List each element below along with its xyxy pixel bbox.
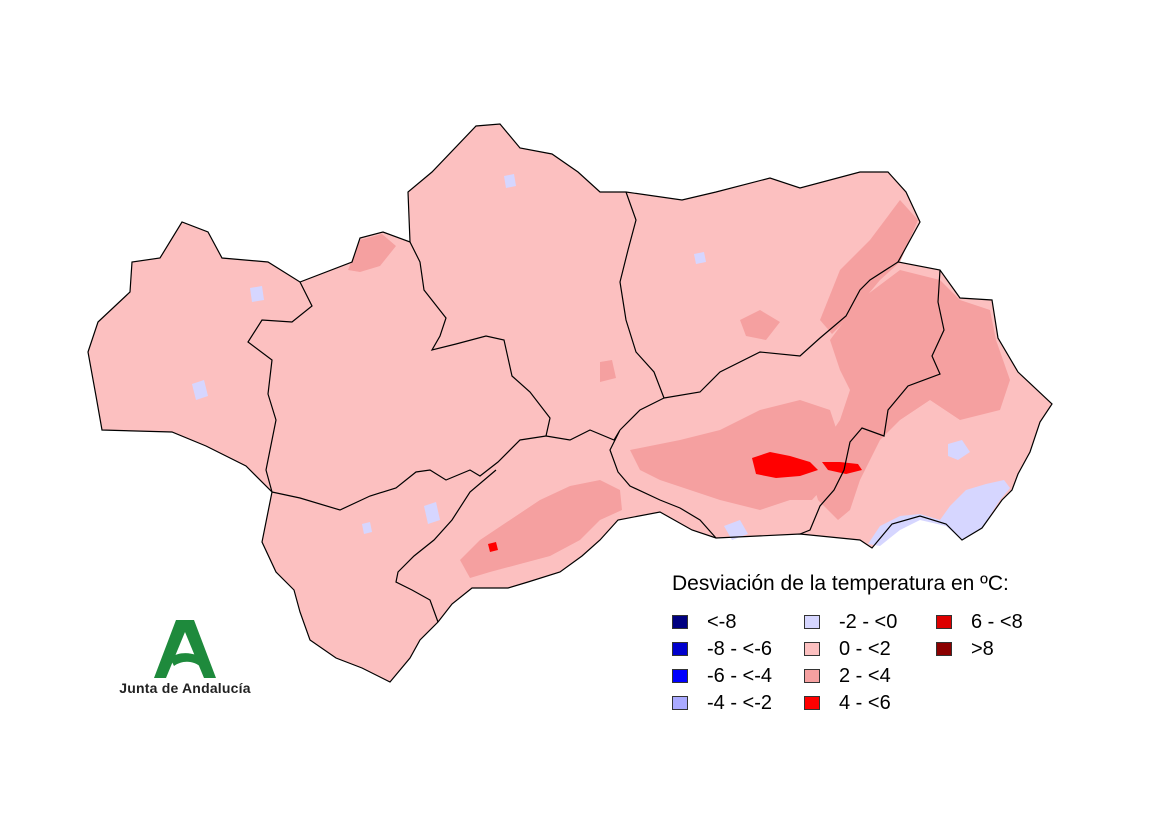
warm-areas [348,200,1010,578]
legend-label: 6 - <8 [971,610,1023,633]
legend-item: -4 - <-2 [672,691,772,715]
legend-swatch [672,669,688,683]
legend-item: 4 - <6 [804,691,891,715]
hot-areas [488,452,862,552]
legend-item: -8 - <-6 [672,637,772,661]
cool-areas [192,174,1010,546]
legend-item: -6 - <-4 [672,664,772,688]
legend-swatch [804,642,820,656]
andalucia-a-icon [154,620,216,678]
legend-swatch [804,615,820,629]
legend-item: 6 - <8 [936,610,1023,634]
legend-label: 4 - <6 [839,691,891,714]
legend-title: Desviación de la temperatura en ºC: [672,572,1009,595]
legend-swatch [804,696,820,710]
legend-swatch [672,615,688,629]
andalucia-region [88,124,1052,682]
legend-item: >8 [936,637,994,661]
logo-text: Junta de Andalucía [119,680,251,696]
legend-swatch [936,642,952,656]
legend-item: <-8 [672,610,736,634]
legend-item: 2 - <4 [804,664,891,688]
legend-label: -6 - <-4 [707,664,773,687]
legend-item: -2 - <0 [804,610,897,634]
legend-item: 0 - <2 [804,637,891,661]
legend-label: <-8 [707,610,737,633]
legend-label: 0 - <2 [839,637,891,660]
legend-label: 2 - <4 [839,664,891,687]
legend-label: -2 - <0 [839,610,898,633]
legend-swatch [672,642,688,656]
legend-label: -8 - <-6 [707,637,773,660]
legend-label: >8 [971,637,994,660]
junta-de-andalucia-logo: Junta de Andalucía [110,612,260,702]
legend-swatch [672,696,688,710]
province-boundaries [87,123,1053,683]
map-legend: Desviación de la temperatura en ºC: <-8 -… [672,572,1092,722]
legend-swatch [804,669,820,683]
legend-label: -4 - <-2 [707,691,773,714]
legend-swatch [936,615,952,629]
